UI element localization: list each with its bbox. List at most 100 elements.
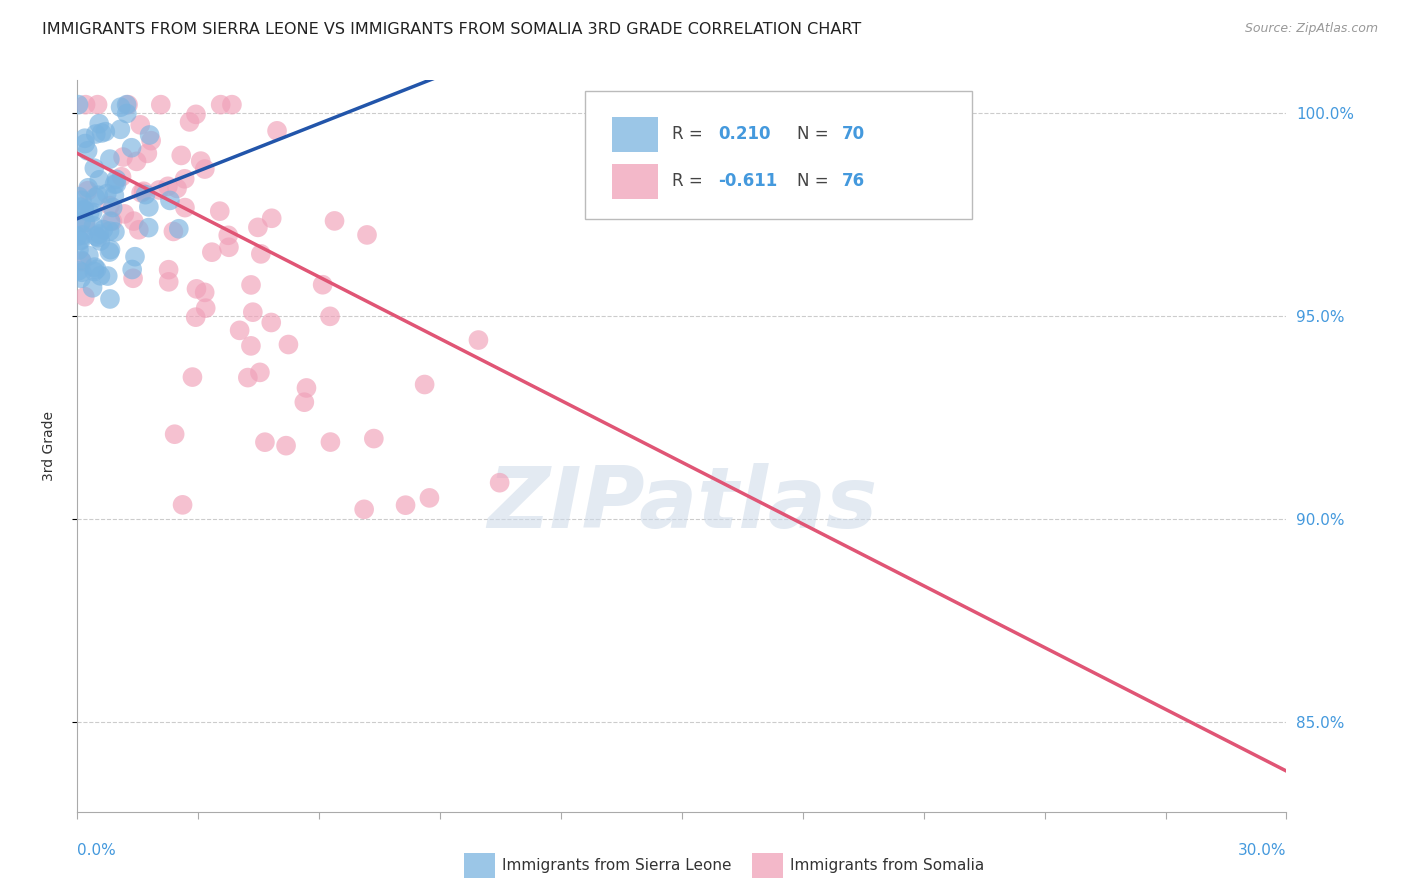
Point <box>488 475 510 490</box>
Point <box>208 204 231 219</box>
Text: 76: 76 <box>842 172 865 190</box>
Point <box>82 281 104 295</box>
Point <box>129 186 152 200</box>
Point <box>82 205 104 219</box>
Point <box>323 214 346 228</box>
Point <box>167 221 190 235</box>
Point <box>132 184 155 198</box>
Point <box>112 150 135 164</box>
Point <box>148 183 170 197</box>
Y-axis label: 3rd Grade: 3rd Grade <box>42 411 56 481</box>
Point <box>194 162 217 177</box>
Point <box>87 230 110 244</box>
Text: Source: ZipAtlas.com: Source: ZipAtlas.com <box>1244 22 1378 36</box>
Point <box>190 154 212 169</box>
Point <box>69 233 91 247</box>
Point <box>240 277 263 292</box>
Point <box>89 227 111 241</box>
Point <box>103 188 125 202</box>
Point <box>353 502 375 516</box>
Point <box>89 234 111 248</box>
Point <box>194 285 217 300</box>
Point <box>163 427 186 442</box>
Point <box>98 224 121 238</box>
Point <box>83 260 105 274</box>
Point <box>73 202 96 217</box>
Point <box>249 365 271 379</box>
Text: 70: 70 <box>842 126 865 144</box>
Point <box>70 194 93 208</box>
Point <box>75 216 97 230</box>
Point <box>110 122 132 136</box>
Point <box>124 250 146 264</box>
Point <box>67 243 90 257</box>
Point <box>157 262 180 277</box>
Point <box>266 124 288 138</box>
Point <box>83 264 105 278</box>
Point <box>122 214 145 228</box>
Point <box>105 172 128 186</box>
Text: ZIPatlas: ZIPatlas <box>486 463 877 546</box>
Point <box>138 200 160 214</box>
Point <box>83 219 105 233</box>
Point <box>87 188 110 202</box>
Point <box>115 106 138 120</box>
Point <box>110 169 132 184</box>
Text: 30.0%: 30.0% <box>1239 843 1286 858</box>
Point <box>97 268 120 283</box>
Point <box>121 262 143 277</box>
Text: N =: N = <box>797 126 834 144</box>
Point <box>218 240 240 254</box>
Point <box>138 220 160 235</box>
Point <box>467 333 489 347</box>
Point <box>170 148 193 162</box>
Point <box>98 199 121 213</box>
Text: IMMIGRANTS FROM SIERRA LEONE VS IMMIGRANTS FROM SOMALIA 3RD GRADE CORRELATION CH: IMMIGRANTS FROM SIERRA LEONE VS IMMIGRAN… <box>42 22 862 37</box>
Text: 0.0%: 0.0% <box>77 843 117 858</box>
Point <box>129 118 152 132</box>
Point <box>139 134 162 148</box>
Point <box>228 323 250 337</box>
Point <box>98 152 121 166</box>
Point <box>84 127 107 141</box>
Point <box>128 223 150 237</box>
Point <box>209 97 232 112</box>
Point <box>73 131 96 145</box>
Point <box>75 136 97 151</box>
Point <box>112 207 135 221</box>
Point <box>138 128 160 142</box>
Point <box>103 177 125 191</box>
Point <box>122 271 145 285</box>
Point <box>77 180 100 194</box>
Point <box>69 200 91 214</box>
Point <box>67 97 90 112</box>
Point <box>181 370 204 384</box>
Text: -0.611: -0.611 <box>718 172 778 190</box>
Point <box>70 215 93 229</box>
Point <box>75 97 97 112</box>
Point <box>104 225 127 239</box>
Point <box>84 190 107 204</box>
Point <box>67 263 90 277</box>
Point <box>311 277 333 292</box>
Point <box>110 100 132 114</box>
Point <box>217 228 239 243</box>
Point <box>86 97 108 112</box>
Point <box>166 181 188 195</box>
Point <box>70 265 93 279</box>
Point <box>93 222 115 236</box>
Point <box>67 190 90 204</box>
Point <box>100 214 122 228</box>
Point <box>159 194 181 208</box>
Point <box>260 211 283 226</box>
Point <box>84 229 107 244</box>
Point <box>86 262 108 277</box>
Point <box>73 203 96 218</box>
Text: R =: R = <box>672 172 709 190</box>
Point <box>117 97 139 112</box>
Point <box>89 117 111 131</box>
Point <box>242 305 264 319</box>
Point <box>277 337 299 351</box>
Point <box>236 370 259 384</box>
Point <box>96 186 118 201</box>
